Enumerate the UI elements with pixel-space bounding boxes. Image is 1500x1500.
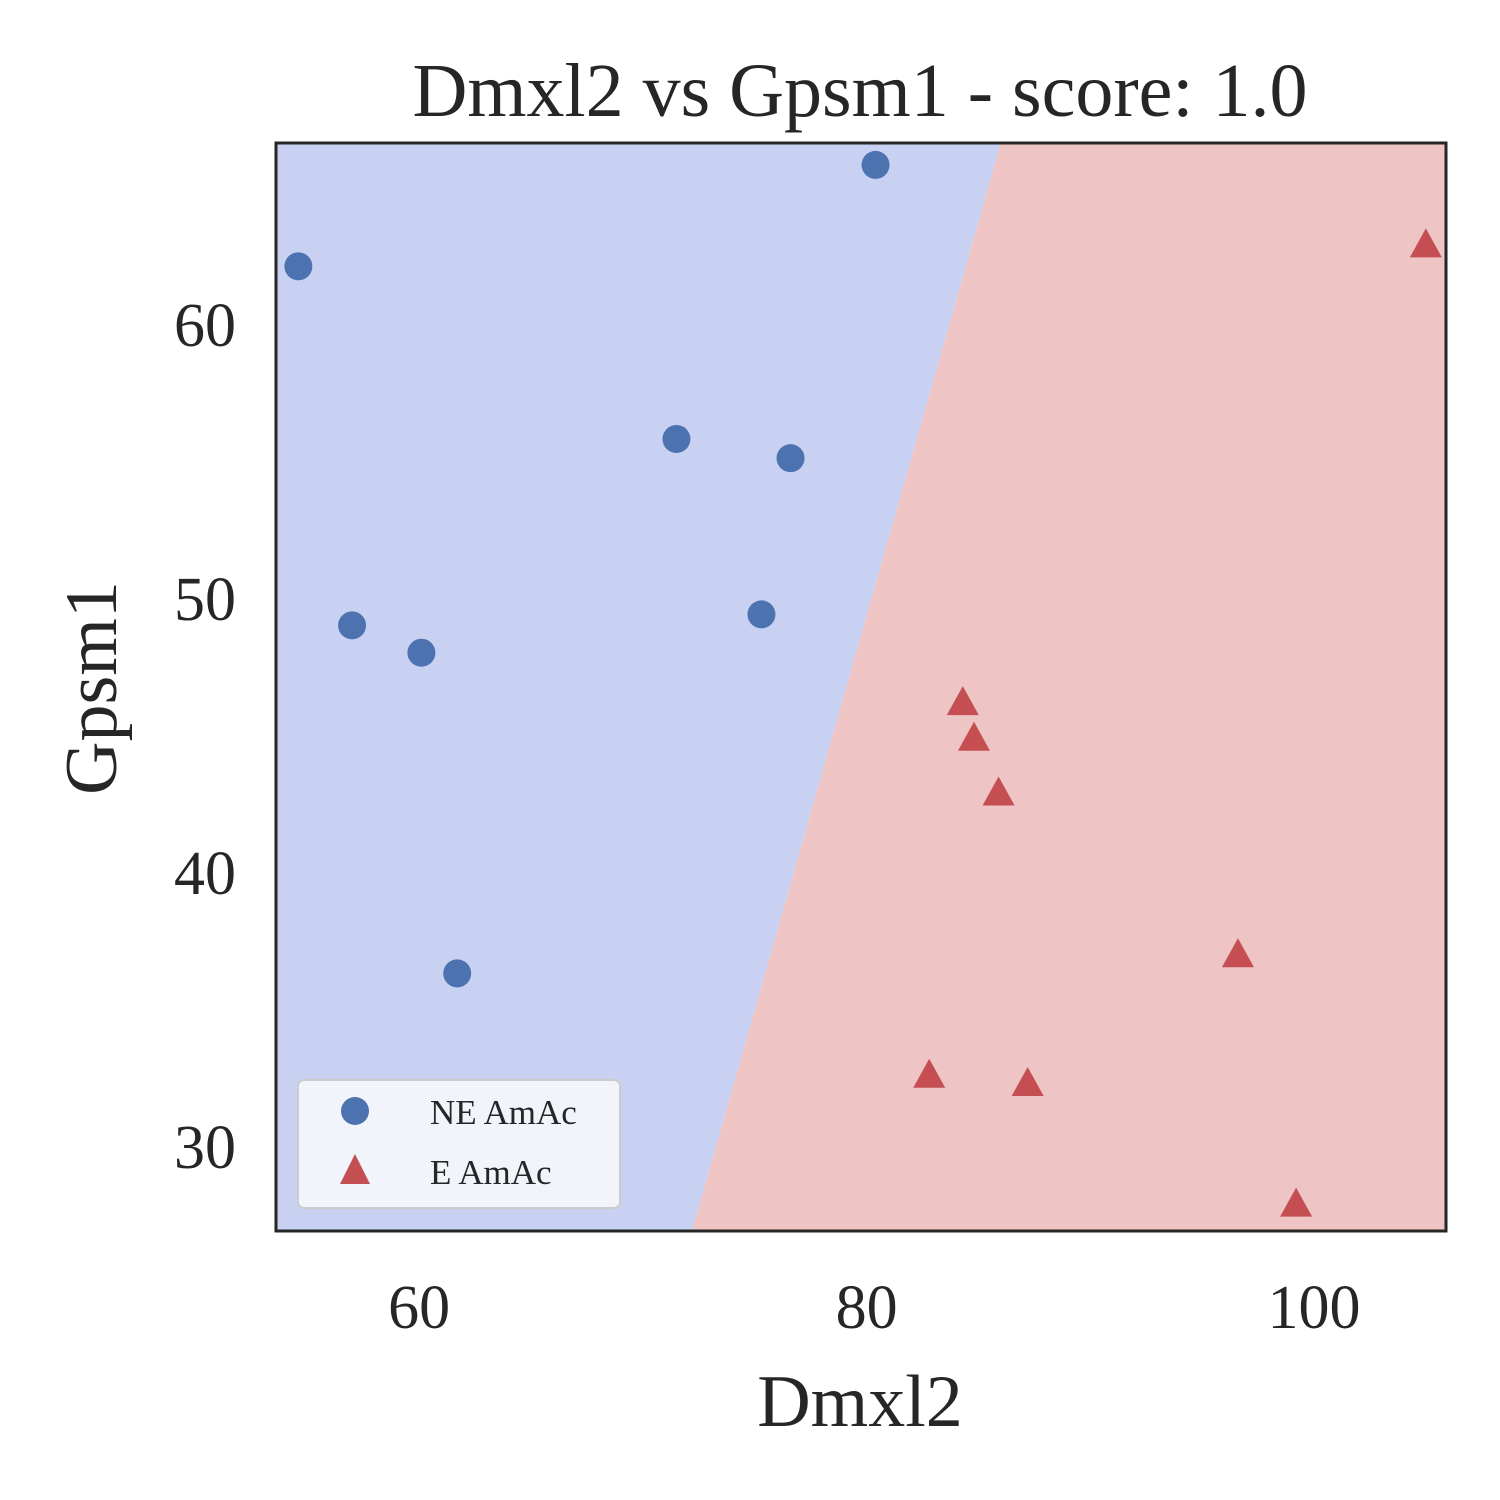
point-e-amac-7: [1011, 1067, 1044, 1097]
y-tick-label-30: 30: [174, 1114, 236, 1182]
chart-title: Dmxl2 vs Gpsm1 - score: 1.0: [412, 49, 1307, 133]
point-ne-amac-7: [407, 638, 436, 667]
data-points: [284, 150, 1442, 1217]
point-e-amac-3: [957, 721, 990, 751]
region-e-amac: [692, 143, 1446, 1231]
x-axis-label: Dmxl2: [757, 1361, 963, 1443]
y-tick-label-50: 50: [174, 566, 236, 634]
x-tick-labels: 60 80 100: [388, 1274, 1360, 1342]
point-ne-amac-2: [861, 150, 890, 179]
x-tick-label-80: 80: [836, 1274, 898, 1342]
point-e-amac-6: [913, 1058, 946, 1088]
point-ne-amac-3: [662, 424, 691, 453]
legend-marker-ne-amac: [341, 1097, 369, 1125]
plot-area: [276, 143, 1446, 1231]
plot-frame: [274, 141, 1448, 1233]
point-ne-amac-6: [747, 600, 776, 629]
y-tick-labels: 30 40 50 60: [174, 292, 236, 1182]
y-tick-label-40: 40: [174, 840, 236, 908]
point-ne-amac-8: [443, 959, 472, 988]
point-e-amac-5: [1221, 938, 1254, 968]
legend-label-e-amac: E AmAc: [430, 1153, 552, 1192]
legend-marker-e-amac: [340, 1154, 370, 1184]
legend: NE AmAc E AmAc: [297, 1079, 621, 1209]
legend-box: [297, 1079, 621, 1209]
point-e-amac-2: [946, 686, 979, 716]
x-tick-label-100: 100: [1268, 1274, 1361, 1342]
point-ne-amac-4: [776, 444, 805, 473]
y-tick-label-60: 60: [174, 292, 236, 360]
point-e-amac-1: [1409, 228, 1442, 258]
point-e-amac-4: [982, 776, 1015, 806]
point-ne-amac-1: [284, 252, 313, 281]
y-axis-label: Gpsm1: [51, 581, 133, 795]
legend-label-ne-amac: NE AmAc: [430, 1093, 577, 1132]
x-tick-label-60: 60: [388, 1274, 450, 1342]
region-ne-amac: [276, 143, 1001, 1231]
point-e-amac-8: [1280, 1187, 1313, 1217]
point-ne-amac-5: [338, 611, 367, 640]
